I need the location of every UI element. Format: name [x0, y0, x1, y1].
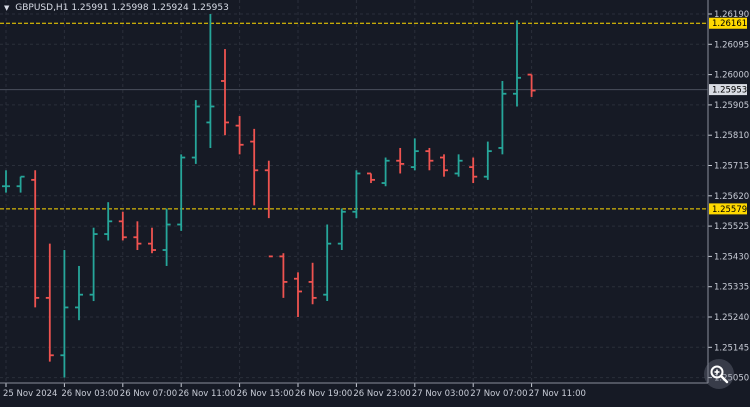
- ohlc-bar[interactable]: [75, 265, 83, 321]
- close-value: 1.25953: [191, 3, 229, 13]
- ohlc-bar[interactable]: [45, 243, 54, 362]
- grid: [0, 0, 708, 383]
- axes: 1.26190 1.26095 1.26000 1.25905 1.25810 1.257…: [0, 0, 749, 399]
- x-tick-label: 26 Nov 23:00: [353, 389, 410, 399]
- ohlc-bar[interactable]: [513, 20, 521, 107]
- y-tick-label: 1.25335: [714, 283, 749, 293]
- ohlc-bar[interactable]: [31, 170, 40, 308]
- ohlc-bar[interactable]: [250, 128, 259, 206]
- ohlc-bar[interactable]: [104, 202, 113, 241]
- price-labels: 1.26161 1.25579 1.25953: [709, 17, 747, 215]
- low-value: 1.25924: [151, 3, 189, 13]
- zoom-button[interactable]: [704, 359, 734, 389]
- y-tick-label: 1.25620: [714, 192, 749, 202]
- y-tick-label: 1.26000: [714, 71, 749, 81]
- ohlc-bar[interactable]: [469, 157, 478, 184]
- ohlc-bar[interactable]: [118, 211, 127, 241]
- ohlc-bar[interactable]: [396, 147, 405, 174]
- ohlc-bar[interactable]: [410, 138, 419, 171]
- y-tick-label: 1.25715: [714, 162, 749, 172]
- y-tick-label: 1.26190: [714, 10, 749, 20]
- hline-price-label: 1.26161: [712, 19, 747, 29]
- ohlc-bar[interactable]: [294, 272, 302, 317]
- ohlc-bar[interactable]: [367, 172, 375, 184]
- x-tick-label: 26 Nov 11:00: [178, 389, 235, 399]
- ohlc-bar[interactable]: [483, 141, 492, 180]
- ohlc-bar[interactable]: [16, 175, 25, 193]
- current-price-label-bg: [709, 84, 747, 96]
- ohlc-bar[interactable]: [221, 49, 229, 136]
- y-tick-label: 1.25905: [714, 101, 749, 111]
- ohlc-bar[interactable]: [381, 157, 390, 187]
- ohlc-bar[interactable]: [337, 208, 346, 251]
- current-price-label: 1.25953: [712, 86, 747, 96]
- y-tick-label: 1.25525: [714, 222, 749, 232]
- x-tick-label: 26 Nov 03:00: [61, 389, 118, 399]
- hline-price-label: 1.25579: [712, 205, 747, 215]
- x-tick-label: 26 Nov 15:00: [237, 389, 294, 399]
- ohlc-bar[interactable]: [133, 221, 142, 251]
- magnifier-zoom-icon: [710, 365, 729, 384]
- ohlc-bar[interactable]: [527, 73, 536, 97]
- price-bars[interactable]: [2, 14, 536, 378]
- ohlc-bar[interactable]: [177, 154, 186, 231]
- high-value: 1.25998: [111, 3, 149, 13]
- x-tick-label: 26 Nov 19:00: [295, 389, 352, 399]
- y-tick-label: 1.25050: [714, 374, 749, 384]
- ohlc-bar[interactable]: [498, 80, 507, 155]
- ohlc-bar[interactable]: [2, 170, 10, 193]
- ohlc-bar[interactable]: [454, 154, 463, 177]
- open-value: 1.25991: [71, 3, 109, 13]
- hline-price-label-bg: [709, 203, 747, 215]
- symbol-header: ▼ GBPUSD,H1 1.25991 1.25998 1.25924 1.25…: [4, 3, 229, 13]
- ohlc-bar[interactable]: [279, 253, 288, 298]
- ohlc-bar[interactable]: [191, 100, 200, 164]
- ohlc-bar[interactable]: [89, 227, 98, 302]
- ohlc-bar[interactable]: [440, 154, 448, 177]
- x-tick-label: 27 Nov 11:00: [529, 389, 586, 399]
- triangle-down-icon[interactable]: ▼: [4, 4, 10, 12]
- ohlc-bar[interactable]: [162, 208, 171, 266]
- x-tick-label: 27 Nov 03:00: [412, 389, 469, 399]
- x-tick-label: 25 Nov 2024: [3, 389, 57, 399]
- ohlc-bar[interactable]: [60, 250, 69, 378]
- ohlc-bar[interactable]: [308, 262, 317, 305]
- ohlc-bar[interactable]: [323, 224, 332, 302]
- ohlc-bar[interactable]: [425, 147, 434, 171]
- ohlc-bar[interactable]: [352, 170, 361, 219]
- x-tick-label: 27 Nov 07:00: [470, 389, 527, 399]
- y-tick-label: 1.26095: [714, 40, 749, 50]
- x-tick-label: 26 Nov 07:00: [120, 389, 177, 399]
- ohlc-bar[interactable]: [206, 14, 215, 148]
- hline-price-label-bg: [709, 17, 747, 29]
- ohlc-bar[interactable]: [264, 160, 273, 258]
- ohlc-bar[interactable]: [148, 227, 156, 254]
- y-tick-label: 1.25810: [714, 131, 749, 141]
- horizontal-lines[interactable]: [0, 22, 708, 210]
- y-tick-label: 1.25430: [714, 252, 749, 262]
- symbol-label: GBPUSD,H1: [15, 3, 69, 13]
- y-tick-label: 1.25240: [714, 313, 749, 323]
- y-tick-label: 1.25145: [714, 343, 749, 353]
- ohlc-bar[interactable]: [235, 116, 244, 155]
